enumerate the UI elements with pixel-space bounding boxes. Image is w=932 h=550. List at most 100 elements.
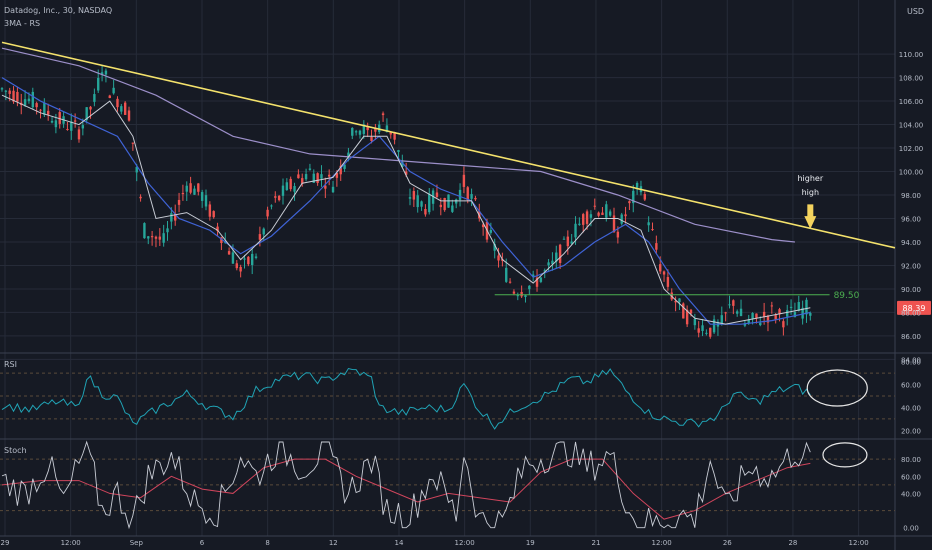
candle-body: [0, 88, 4, 90]
candle-body: [528, 285, 531, 290]
candle-body: [243, 258, 246, 260]
candle-body: [778, 309, 781, 315]
stoch-axis-tick: 40.00: [901, 490, 921, 498]
candle-body: [655, 243, 658, 250]
candle-body: [197, 183, 200, 192]
candle-body: [728, 304, 731, 306]
candle-body: [689, 309, 693, 314]
candle-body: [620, 214, 623, 224]
candle-body: [131, 142, 135, 144]
candle-body: [108, 95, 111, 99]
candle-body: [505, 267, 508, 282]
price-axis-tick: 96.00: [901, 215, 921, 223]
time-axis-tick: 21: [591, 539, 600, 547]
candle-body: [320, 174, 323, 179]
candle-body: [43, 102, 46, 115]
time-axis-tick: Sep: [130, 539, 144, 547]
candle-body: [439, 204, 443, 208]
candle-body: [147, 236, 150, 239]
price-axis-tick: 98.00: [901, 192, 921, 200]
stoch-k-line: [1, 440, 811, 530]
candle-body: [635, 183, 639, 188]
candle-body: [8, 90, 11, 94]
stoch-d-line: [1, 458, 811, 520]
candle-body: [516, 295, 519, 297]
candle-body: [628, 201, 631, 204]
candle-body: [208, 204, 212, 217]
price-axis-tick: 88.00: [901, 309, 921, 317]
candle-body: [324, 185, 327, 189]
candle-body: [81, 125, 85, 129]
candle-body: [58, 112, 61, 124]
candle-body: [100, 72, 104, 75]
candle-body: [297, 174, 300, 179]
higher-high-label-line1: higher: [797, 174, 823, 183]
candle-body: [539, 277, 543, 282]
candle-body: [285, 182, 289, 191]
candle-body: [247, 256, 250, 265]
candle-body: [497, 255, 500, 261]
candle-body: [643, 194, 647, 200]
candle-body: [231, 252, 235, 264]
candle-body: [420, 201, 423, 207]
candle-body: [235, 263, 238, 269]
candle-body: [370, 136, 373, 141]
time-axis-tick: 14: [395, 539, 404, 547]
support-label: 89.50: [834, 291, 860, 301]
candle-body: [747, 319, 750, 324]
candle-body: [589, 214, 593, 218]
time-axis-tick: 12:00: [849, 539, 869, 547]
candle-body: [316, 173, 319, 183]
candle-body: [77, 129, 81, 140]
candle-body: [270, 205, 273, 207]
time-axis-tick: 12:00: [455, 539, 475, 547]
candle-body: [458, 189, 462, 200]
candle-body: [120, 106, 123, 112]
candle-body: [520, 291, 523, 297]
candle-body: [659, 264, 662, 272]
moving-average-fast: [1, 94, 811, 325]
candle-body: [135, 167, 138, 173]
candle-body: [401, 161, 404, 167]
candle-body: [39, 109, 42, 111]
candle-body: [293, 186, 296, 192]
candle-body: [416, 195, 419, 208]
candle-body: [408, 197, 412, 199]
candle-body: [593, 205, 596, 207]
candle-body: [366, 126, 369, 131]
currency-label: USD: [907, 7, 925, 16]
price-axis-tick: 90.00: [901, 286, 921, 294]
last-price-value: 88.39: [903, 304, 926, 313]
candle-body: [585, 211, 589, 224]
candle-body: [358, 130, 362, 135]
candle-body: [786, 310, 789, 317]
candle-body: [104, 70, 108, 75]
candle-body: [116, 98, 119, 108]
time-axis-tick: 26: [723, 539, 732, 547]
candle-body: [220, 237, 223, 244]
candle-body: [797, 302, 800, 311]
stoch-axis-tick: 0.00: [903, 525, 919, 533]
candle-body: [574, 223, 577, 238]
candle-body: [662, 271, 666, 275]
candle-body: [493, 244, 496, 251]
candle-body: [16, 91, 19, 102]
candle-body: [385, 125, 389, 132]
candle-body: [204, 195, 208, 207]
candle-body: [212, 211, 215, 218]
candle-body: [531, 274, 535, 277]
rsi-pane-title: RSI: [4, 360, 17, 369]
candle-body: [378, 124, 381, 132]
candle-body: [739, 308, 743, 317]
time-axis-tick: 28: [788, 539, 797, 547]
candle-body: [474, 197, 477, 200]
candle-body: [570, 241, 573, 244]
candle-body: [582, 214, 585, 225]
candle-body: [709, 327, 712, 337]
candle-body: [512, 291, 516, 294]
candle-body: [601, 212, 604, 215]
candle-body: [274, 196, 277, 198]
descending-trendline: [1, 41, 896, 249]
candle-body: [774, 315, 777, 320]
